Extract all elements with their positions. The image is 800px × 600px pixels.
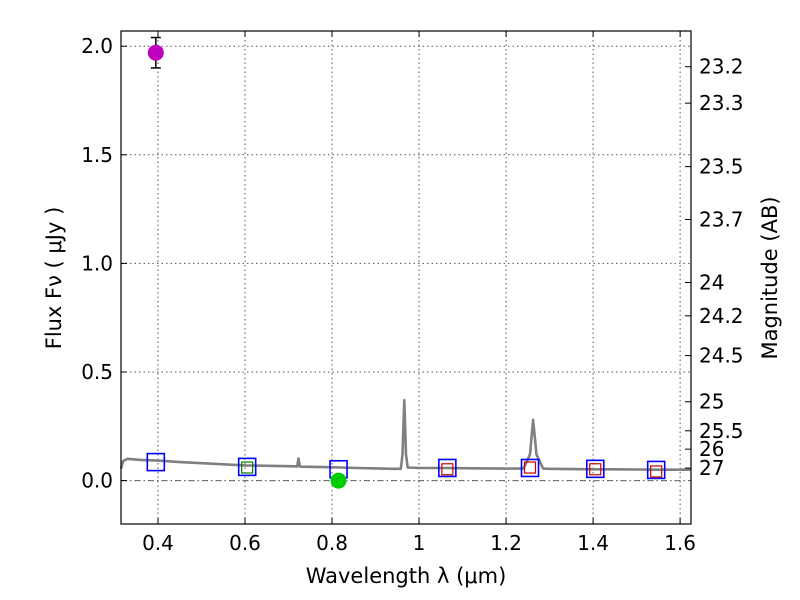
mag-tick-label: 24.5 <box>699 344 744 368</box>
observed-marker <box>523 461 537 474</box>
y-tick-label: 1.5 <box>81 143 113 167</box>
plot-frame <box>120 30 692 525</box>
y-axis-title: Flux Fν ( μJy ) <box>42 207 66 350</box>
y-tick-label: 1.0 <box>81 251 113 275</box>
observed-marker <box>589 463 602 476</box>
x-tick-label: 1.4 <box>577 531 609 555</box>
mag-tick-label: 24.2 <box>699 304 744 328</box>
detection-point <box>147 44 164 61</box>
x-tick-label: 0.8 <box>316 531 348 555</box>
mag-tick-label: 23.2 <box>699 55 744 79</box>
observed-marker <box>441 463 454 476</box>
detection-point <box>330 472 347 489</box>
grid-layer <box>121 31 691 524</box>
model-band-marker <box>146 452 166 472</box>
mag-tick-label: 24 <box>699 270 724 294</box>
mag-tick-label: 25.5 <box>699 419 744 443</box>
x-tick-label: 1.2 <box>490 531 522 555</box>
model-spectrum-line <box>119 398 691 471</box>
model-band-marker <box>520 458 540 478</box>
y-tick-label: 0.5 <box>81 360 113 384</box>
y-tick-label: 0.0 <box>81 469 113 493</box>
y2-axis-title: Magnitude (AB) <box>758 196 782 359</box>
y-tick-label: 2.0 <box>81 34 113 58</box>
x-axis-title: Wavelength λ (μm) <box>306 564 507 588</box>
observed-marker <box>241 461 254 474</box>
model-band-marker <box>237 457 257 477</box>
mag-tick-label: 27 <box>699 456 724 480</box>
plot-area <box>119 36 691 489</box>
mag-tick-label: 23.7 <box>699 207 744 231</box>
mag-tick-label: 23.3 <box>699 91 744 115</box>
x-tick-label: 1.6 <box>664 531 696 555</box>
mag-tick-label: 25 <box>699 390 724 414</box>
x-tick-label: 0.6 <box>229 531 261 555</box>
model-band-marker <box>585 459 605 479</box>
mag-tick-label: 23.5 <box>699 155 744 179</box>
model-band-marker <box>438 458 457 478</box>
mag-tick-label: 26 <box>699 437 724 461</box>
x-tick-label: 0.4 <box>142 531 174 555</box>
tick-layer: 0.4 0.6 0.8 1 1.2 1.4 1.6 0.0 0.5 1.0 1.5 2.0 23.2 23… <box>81 31 744 555</box>
x-tick-label: 1 <box>413 531 426 555</box>
observed-marker <box>650 465 663 478</box>
model-band-marker <box>646 460 666 480</box>
